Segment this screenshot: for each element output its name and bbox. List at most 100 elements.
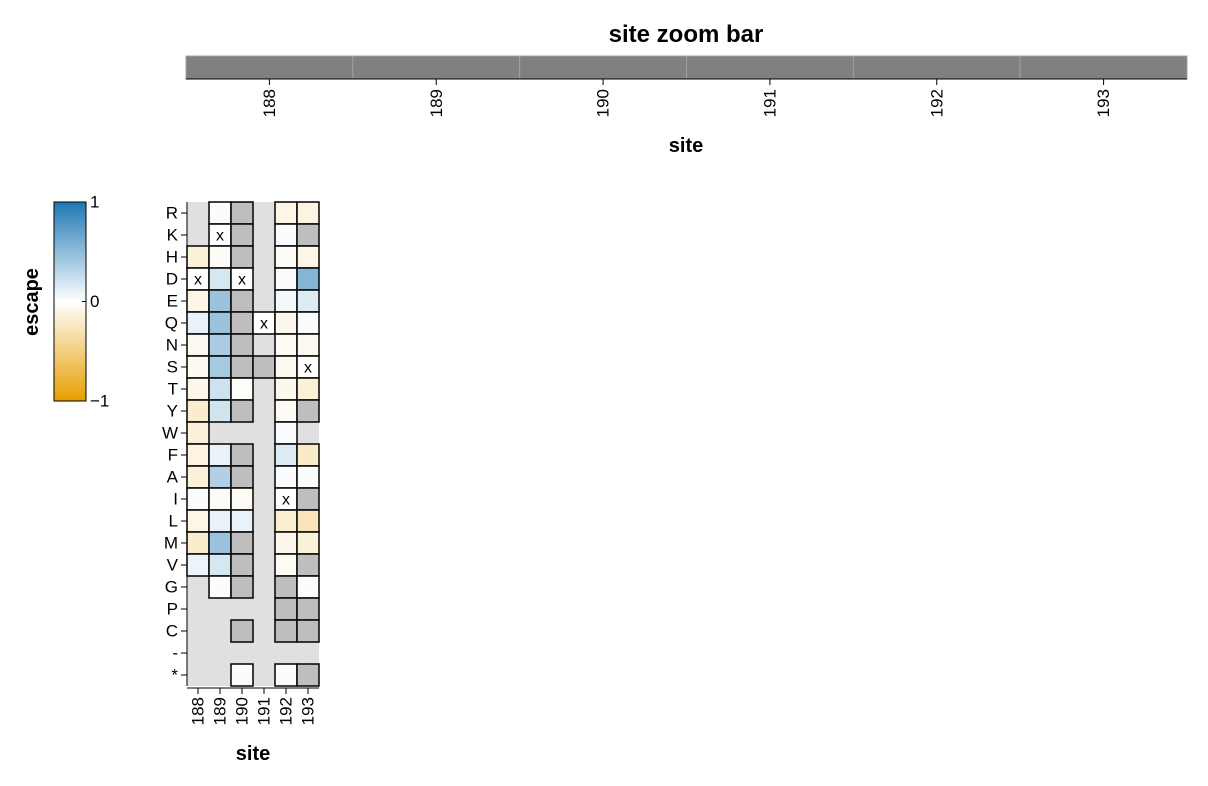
- wildtype-marker: x: [304, 360, 312, 377]
- heatmap-cell: [208, 333, 232, 357]
- heatmap-y-tick-label: D: [166, 270, 178, 289]
- heatmap-x-tick-label: 191: [255, 697, 274, 725]
- zoom-bar-tick-label: 192: [927, 89, 946, 117]
- heatmap-cell: [274, 421, 298, 445]
- heatmap-x-axis: 188 189 190 191 192 193: [187, 687, 319, 725]
- heatmap-y-tick-label: R: [166, 204, 178, 223]
- heatmap-cell-missing: [230, 289, 254, 313]
- heatmap-cells: x x x x x x: [186, 201, 320, 687]
- heatmap-y-tick-label: H: [166, 248, 178, 267]
- heatmap-cell: [296, 575, 320, 599]
- zoom-bar-segments[interactable]: [185, 55, 1188, 80]
- heatmap-x-tick-label: 192: [277, 697, 296, 725]
- heatmap-cell: [274, 443, 298, 467]
- heatmap-cell: [208, 531, 232, 555]
- heatmap-cell: [296, 377, 320, 401]
- zoom-bar-segment[interactable]: [352, 55, 521, 80]
- heatmap-cell: [208, 311, 232, 335]
- zoom-bar-segment[interactable]: [852, 55, 1021, 80]
- heatmap-cell: [296, 531, 320, 555]
- heatmap-cell: [274, 553, 298, 577]
- heatmap-cell: [208, 443, 232, 467]
- zoom-bar-tick-label: 189: [427, 89, 446, 117]
- heatmap-y-tick-label: S: [167, 358, 178, 377]
- heatmap-cell-missing: [274, 575, 298, 599]
- zoom-bar-segment[interactable]: [185, 55, 354, 80]
- heatmap-cell: [274, 399, 298, 423]
- heatmap-cell: [274, 663, 298, 687]
- heatmap-cell: [186, 487, 210, 511]
- legend-ticks: 1 0 −1: [82, 193, 109, 411]
- heatmap-cell-missing: [296, 597, 320, 621]
- heatmap-cell: [208, 509, 232, 533]
- heatmap-y-tick-label: *: [171, 666, 178, 685]
- heatmap-cell: [208, 267, 232, 291]
- heatmap-y-tick-label: G: [165, 578, 178, 597]
- zoom-bar-tick-label: 193: [1094, 89, 1113, 117]
- heatmap-cell: [208, 377, 232, 401]
- heatmap-y-tick-label: N: [166, 336, 178, 355]
- zoom-bar-segment[interactable]: [686, 55, 854, 80]
- heatmap-cell: [186, 377, 210, 401]
- heatmap-cell: [208, 289, 232, 313]
- heatmap-y-tick-label: F: [168, 446, 178, 465]
- heatmap-y-tick-label: C: [166, 622, 178, 641]
- heatmap-cell: [208, 575, 232, 599]
- heatmap-y-tick-label: W: [162, 424, 178, 443]
- heatmap-cell: [186, 509, 210, 533]
- heatmap-cell: [274, 465, 298, 489]
- zoom-bar-segment[interactable]: [519, 55, 688, 80]
- heatmap-cell: [274, 311, 298, 335]
- heatmap-cell: [274, 509, 298, 533]
- heatmap-cell-missing: [296, 399, 320, 423]
- heatmap-cell: [274, 267, 298, 291]
- heatmap-cell: [186, 333, 210, 357]
- heatmap-y-tick-label: -: [172, 644, 178, 663]
- heatmap-y-tick-label: I: [173, 490, 178, 509]
- heatmap-cell: [296, 245, 320, 269]
- heatmap-cell-missing: [230, 399, 254, 423]
- zoom-bar-x-axis-title: site: [669, 135, 703, 157]
- heatmap-cell-missing: [296, 553, 320, 577]
- heatmap-cell: [186, 465, 210, 489]
- heatmap-y-tick-label: Q: [165, 314, 178, 333]
- wildtype-marker: x: [282, 492, 290, 509]
- heatmap-cell: [208, 245, 232, 269]
- heatmap-cell: [186, 421, 210, 445]
- heatmap-cell: [208, 487, 232, 511]
- heatmap-cell-missing: [230, 443, 254, 467]
- heatmap-cell-missing: [252, 355, 276, 379]
- heatmap-y-tick-label: K: [167, 226, 179, 245]
- heatmap-cell: [296, 289, 320, 313]
- heatmap-cell-missing: [230, 619, 254, 643]
- zoom-bar-tick-label: 190: [594, 89, 613, 117]
- heatmap-cell: [208, 465, 232, 489]
- heatmap-cell: [296, 333, 320, 357]
- legend-tick-label: −1: [90, 392, 109, 411]
- heatmap-cell: [208, 201, 232, 225]
- legend-color-bar: [53, 201, 87, 402]
- heatmap-cell: [274, 377, 298, 401]
- heatmap-cell-missing: [230, 245, 254, 269]
- heatmap-cell-missing: [230, 333, 254, 357]
- heatmap-cell-missing: [296, 223, 320, 247]
- heatmap-cell: [274, 355, 298, 379]
- escape-legend: escape 1 0 −1: [21, 193, 109, 411]
- heatmap-cell-missing: [296, 487, 320, 511]
- heatmap-cell: [296, 201, 320, 225]
- heatmap-y-tick-label: P: [167, 600, 178, 619]
- heatmap-cell: [296, 267, 320, 291]
- zoom-bar-tick-label: 191: [760, 89, 779, 117]
- heatmap-x-tick-label: 193: [299, 697, 318, 725]
- heatmap-cell: [208, 553, 232, 577]
- heatmap-cell-missing: [230, 575, 254, 599]
- zoom-bar-segment[interactable]: [1019, 55, 1188, 80]
- heatmap-cell: [274, 245, 298, 269]
- heatmap-cell-missing: [230, 531, 254, 555]
- heatmap-cell-missing: [230, 311, 254, 335]
- heatmap-cell: [186, 289, 210, 313]
- zoom-bar-x-axis: 188 189 190 191 192 193: [186, 78, 1187, 117]
- heatmap-y-tick-label: T: [168, 380, 178, 399]
- heatmap-cell: [208, 399, 232, 423]
